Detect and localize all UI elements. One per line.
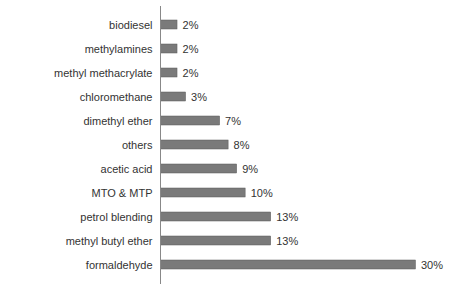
svg-text:9%: 9% — [242, 163, 258, 175]
svg-text:formaldehyde: formaldehyde — [86, 259, 153, 271]
svg-text:2%: 2% — [183, 19, 199, 31]
svg-text:MTO & MTP: MTO & MTP — [92, 187, 153, 199]
svg-text:2%: 2% — [183, 67, 199, 79]
svg-text:petrol blending: petrol blending — [80, 211, 152, 223]
svg-text:biodiesel: biodiesel — [109, 19, 152, 31]
svg-text:others: others — [122, 139, 153, 151]
svg-text:2%: 2% — [183, 43, 199, 55]
svg-text:13%: 13% — [276, 235, 298, 247]
svg-text:30%: 30% — [421, 259, 443, 271]
svg-text:3%: 3% — [191, 91, 207, 103]
svg-text:methyl butyl ether: methyl butyl ether — [66, 235, 153, 247]
svg-text:dimethyl ether: dimethyl ether — [83, 115, 152, 127]
svg-text:acetic acid: acetic acid — [101, 163, 153, 175]
svg-text:8%: 8% — [234, 139, 250, 151]
svg-text:7%: 7% — [225, 115, 241, 127]
svg-text:10%: 10% — [251, 187, 273, 199]
svg-text:methyl methacrylate: methyl methacrylate — [54, 67, 152, 79]
svg-text:13%: 13% — [276, 211, 298, 223]
svg-text:methylamines: methylamines — [85, 43, 153, 55]
svg-text:chloromethane: chloromethane — [80, 91, 153, 103]
